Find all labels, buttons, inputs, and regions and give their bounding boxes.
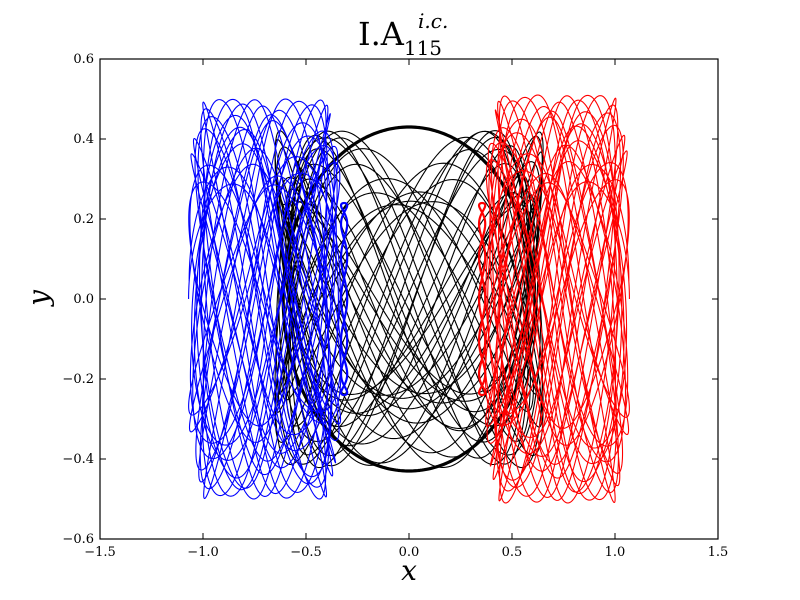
y-tick-label: 0.0 bbox=[73, 292, 94, 307]
x-tick-label: −1.0 bbox=[187, 545, 219, 560]
plot-area bbox=[188, 94, 630, 504]
y-tick-label: 0.4 bbox=[73, 132, 94, 147]
x-axis: −1.5 −1.0 −0.5 0.0 0.5 1.0 1.5 bbox=[84, 59, 728, 560]
series-layer bbox=[188, 94, 630, 504]
chart-title: I.A115 bbox=[358, 15, 442, 60]
chart-title-subscript: 115 bbox=[404, 36, 442, 60]
x-tick-label: −0.5 bbox=[290, 545, 322, 560]
y-axis: −0.6 −0.4 −0.2 0.0 0.2 0.4 0.6 bbox=[62, 52, 718, 547]
y-axis-label: y bbox=[22, 289, 55, 308]
series-red-orbit-edge bbox=[477, 201, 487, 397]
x-axis-label: x bbox=[401, 554, 417, 587]
chart-title-main: I.A bbox=[358, 15, 405, 53]
series-blue-orbit-edge bbox=[339, 201, 349, 397]
series-black-envelope bbox=[281, 125, 537, 473]
y-tick-label: −0.6 bbox=[62, 532, 94, 547]
x-tick-label: 0.0 bbox=[399, 545, 420, 560]
x-tick-label: 1.0 bbox=[605, 545, 626, 560]
y-tick-label: −0.4 bbox=[62, 452, 94, 467]
y-tick-label: 0.2 bbox=[73, 212, 94, 227]
y-tick-label: 0.6 bbox=[73, 52, 94, 67]
chart-title-superscript: i.c. bbox=[418, 9, 448, 33]
series-blue-orbit bbox=[188, 98, 342, 500]
x-tick-label: −1.5 bbox=[84, 545, 116, 560]
x-tick-label: 1.5 bbox=[708, 545, 729, 560]
series-red-orbit bbox=[484, 94, 630, 504]
x-tick-label: 0.5 bbox=[502, 545, 523, 560]
y-tick-label: −0.2 bbox=[62, 372, 94, 387]
